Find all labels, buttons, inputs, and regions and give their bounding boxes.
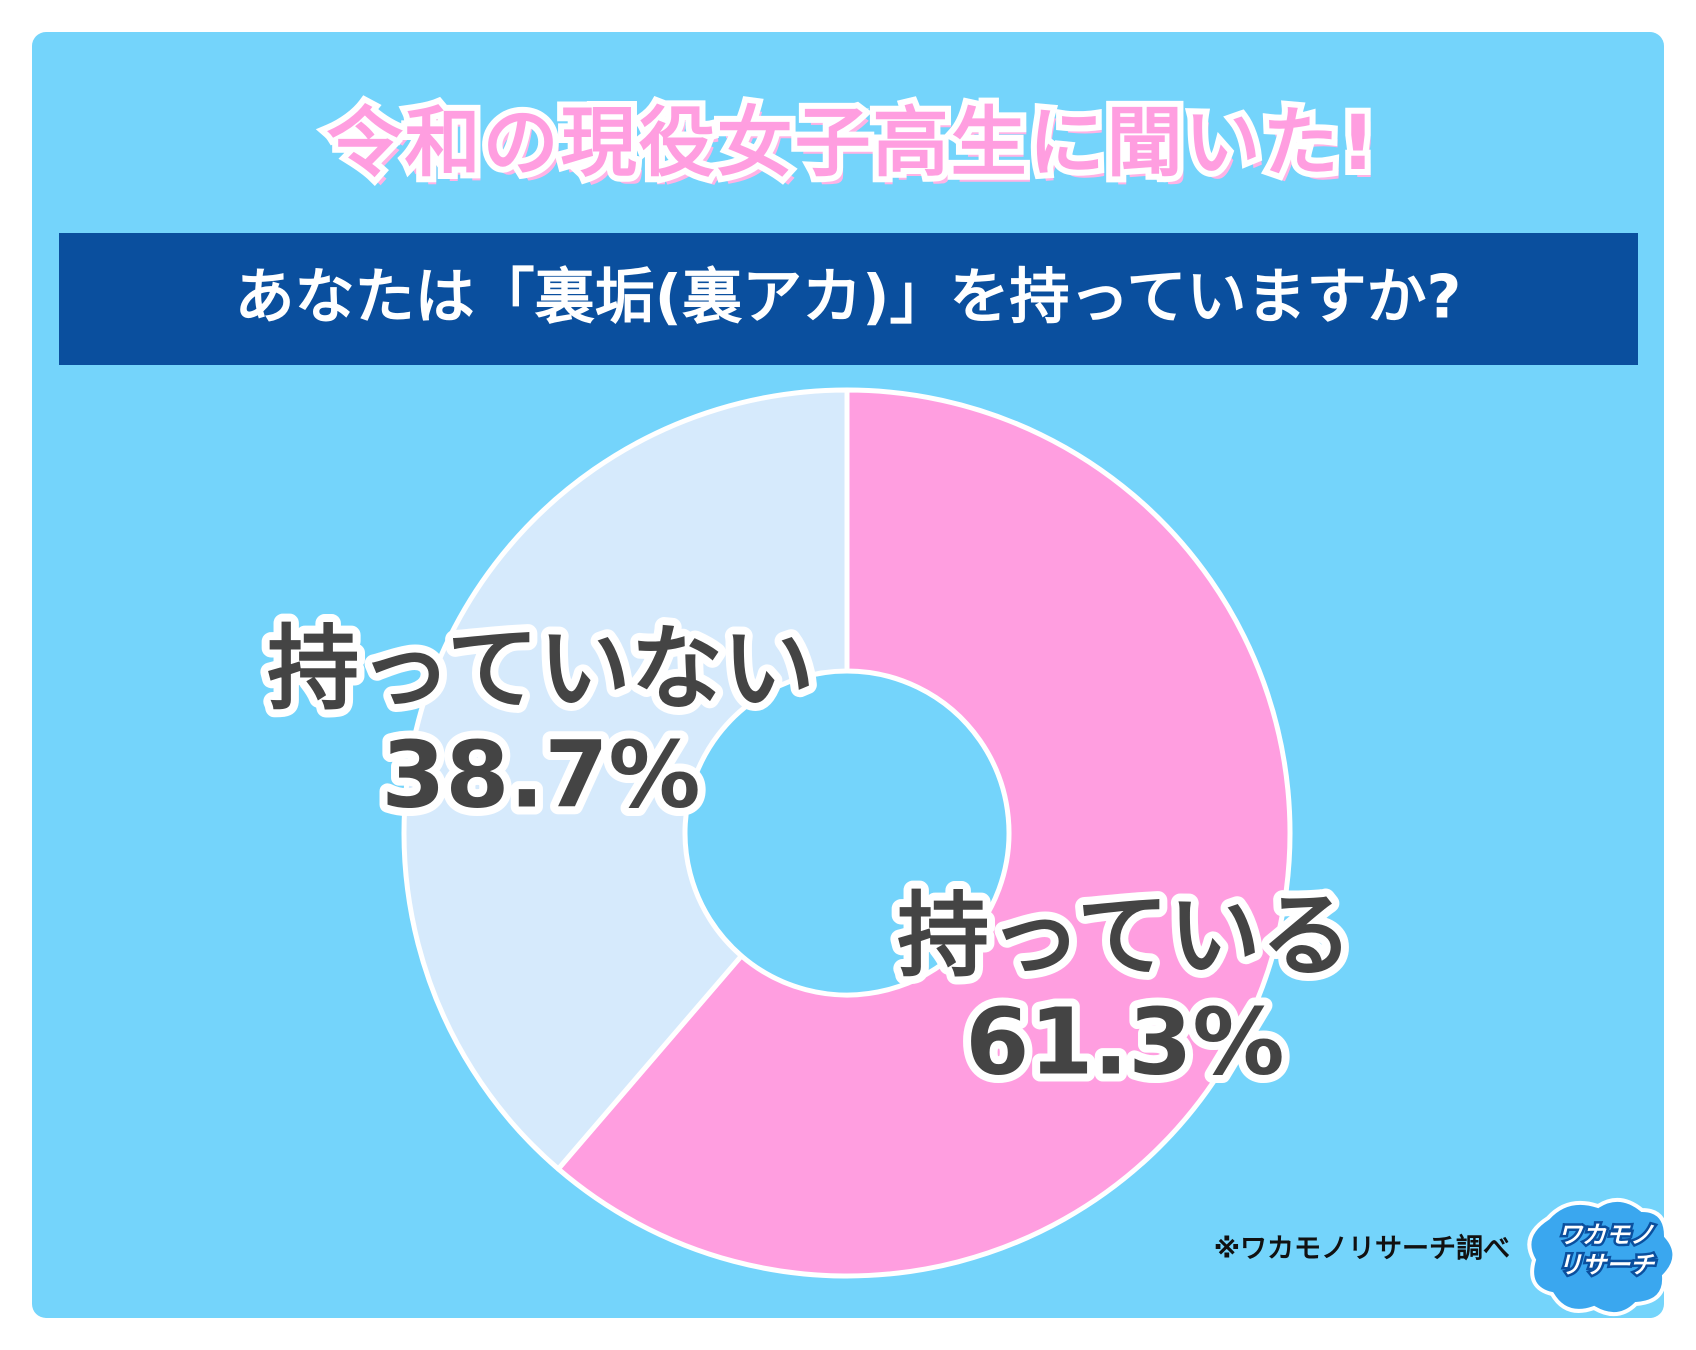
donut-segment — [401, 387, 850, 1172]
logo: ワカモノ リサーチ — [1527, 1198, 1677, 1316]
subtitle-bar — [59, 233, 1638, 365]
logo-text: ワカモノ — [1558, 1221, 1655, 1249]
donut — [401, 387, 1293, 1279]
value-label: 38.7% — [381, 721, 700, 828]
category-label: 持っていない — [267, 615, 814, 722]
logo-text: リサーチ — [1558, 1251, 1656, 1279]
source-note: ※ワカモノリサーチ調べ — [1214, 1233, 1510, 1265]
logo-badge — [1527, 1198, 1677, 1316]
value-label: 61.3% — [965, 988, 1284, 1095]
title-shadow: 令和の現役女子高生に聞いた! — [333, 106, 1384, 195]
category-label: 持っている — [897, 882, 1352, 989]
subtitle: あなたは「裏垢(裏アカ)」を持っていますか? — [235, 263, 1462, 333]
donut-segment — [555, 387, 1293, 1279]
title: 令和の現役女子高生に聞いた! — [327, 98, 1378, 187]
